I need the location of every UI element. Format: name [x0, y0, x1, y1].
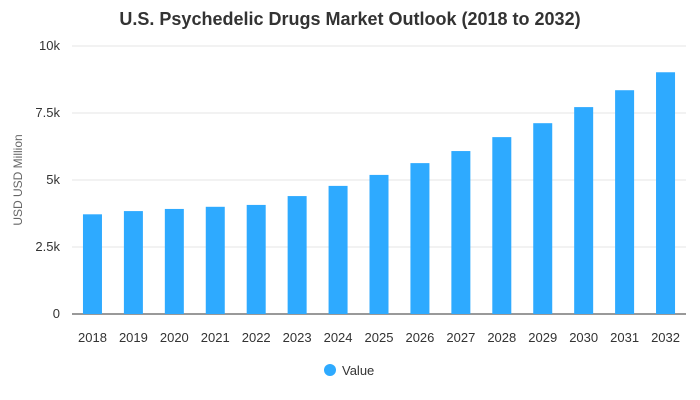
x-tick-label: 2018 [78, 330, 107, 345]
bar-2022[interactable] [246, 204, 266, 314]
bar-2018[interactable] [82, 214, 102, 314]
y-axis-label: USD USD Million [11, 134, 25, 225]
x-tick-label: 2030 [569, 330, 598, 345]
bars [82, 72, 676, 315]
bar-2032[interactable] [656, 72, 676, 314]
bar-2029[interactable] [533, 123, 553, 315]
bar-2028[interactable] [492, 137, 512, 314]
bar-2023[interactable] [287, 196, 307, 314]
y-tick-label: 2.5k [35, 239, 60, 254]
x-tick-label: 2028 [487, 330, 516, 345]
x-tick-label: 2031 [610, 330, 639, 345]
x-tick-label: 2024 [324, 330, 353, 345]
y-tick-label: 10k [39, 38, 60, 53]
x-tick-label: 2023 [283, 330, 312, 345]
y-tick-label: 5k [46, 172, 60, 187]
chart-title: U.S. Psychedelic Drugs Market Outlook (2… [119, 9, 580, 29]
x-tick-label: 2025 [365, 330, 394, 345]
bar-2020[interactable] [164, 208, 184, 314]
bar-2024[interactable] [328, 185, 348, 314]
x-tick-label: 2022 [242, 330, 271, 345]
x-tick-label: 2019 [119, 330, 148, 345]
x-tick-label: 2021 [201, 330, 230, 345]
x-tick-label: 2027 [446, 330, 475, 345]
legend[interactable]: Value [324, 363, 374, 378]
bar-2027[interactable] [451, 151, 471, 314]
bar-2026[interactable] [410, 163, 430, 314]
legend-label: Value [342, 363, 374, 378]
bar-2021[interactable] [205, 206, 225, 314]
y-tick-label: 7.5k [35, 105, 60, 120]
bar-2030[interactable] [574, 107, 594, 314]
bar-2025[interactable] [369, 174, 389, 314]
x-axis-ticks: 2018 2019 2020 2021 2022 2023 2024 2025 2026 2027… [78, 330, 680, 345]
bar-2019[interactable] [123, 211, 143, 314]
x-tick-label: 2032 [651, 330, 680, 345]
y-tick-label: 0 [53, 306, 60, 321]
legend-marker-icon [324, 364, 336, 376]
x-tick-label: 2026 [405, 330, 434, 345]
y-axis-ticks: 0 2.5k 5k 7.5k 10k [35, 38, 60, 321]
bar-2031[interactable] [615, 90, 635, 314]
x-tick-label: 2029 [528, 330, 557, 345]
x-tick-label: 2020 [160, 330, 189, 345]
